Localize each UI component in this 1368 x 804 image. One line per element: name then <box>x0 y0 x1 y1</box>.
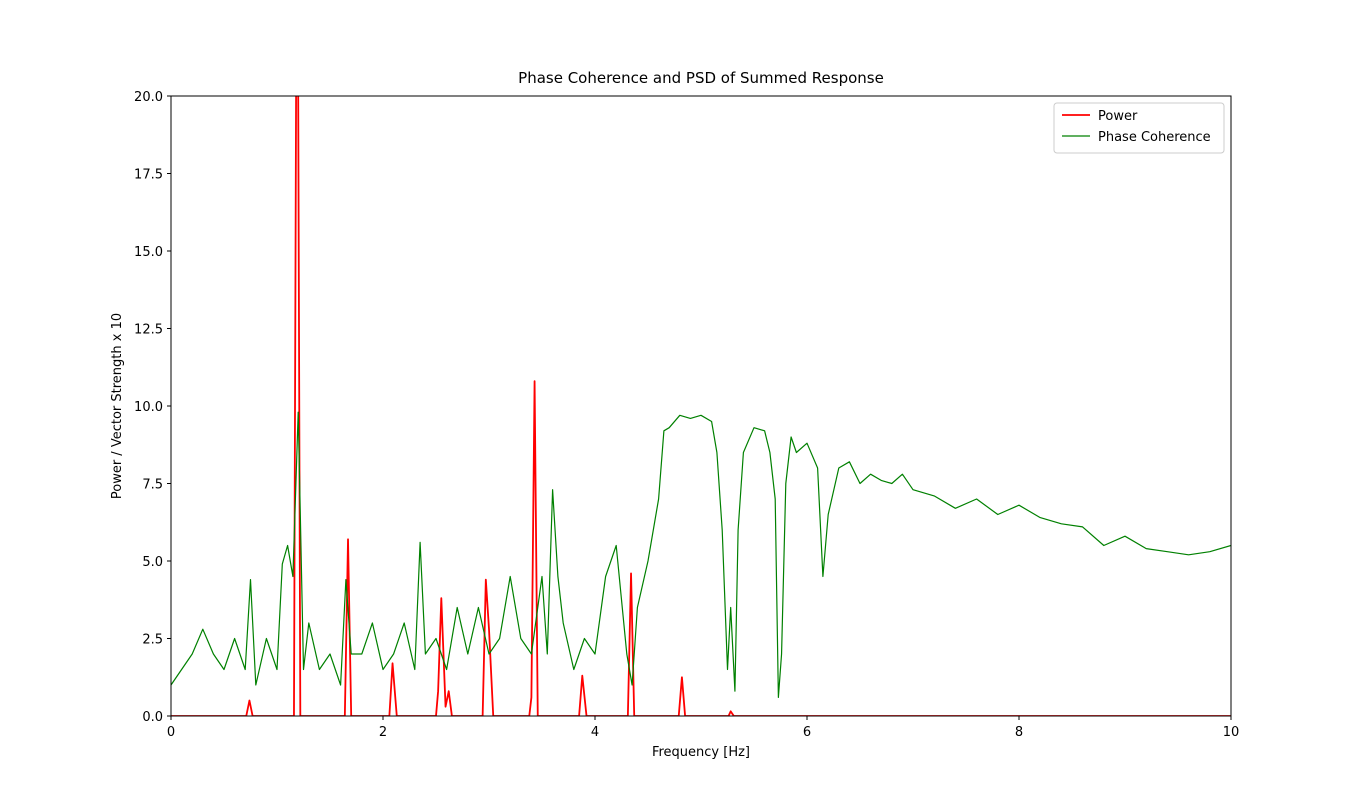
chart-title: Phase Coherence and PSD of Summed Respon… <box>518 69 884 87</box>
legend-label: Phase Coherence <box>1098 130 1211 145</box>
data-line <box>171 411 1231 698</box>
y-tick-label: 12.5 <box>134 323 163 338</box>
x-tick-label: 10 <box>1223 725 1240 740</box>
data-line <box>171 96 1231 716</box>
x-tick-label: 8 <box>1015 725 1023 740</box>
x-tick-label: 0 <box>167 725 175 740</box>
x-axis-label: Frequency [Hz] <box>652 745 750 760</box>
y-tick-label: 2.5 <box>142 633 163 648</box>
plot-frame <box>170 95 1232 717</box>
y-tick-label: 5.0 <box>142 555 163 570</box>
y-tick-label: 15.0 <box>134 245 163 260</box>
x-tick-label: 6 <box>803 725 811 740</box>
y-tick-label: 0.0 <box>142 710 163 725</box>
x-tick-label: 4 <box>591 725 599 740</box>
x-tick-label: 2 <box>379 725 387 740</box>
plot-area <box>171 96 1231 716</box>
y-axis-label: Power / Vector Strength x 10 <box>110 313 125 499</box>
legend-box <box>1053 102 1225 154</box>
y-tick-label: 20.0 <box>134 90 163 105</box>
y-tick-label: 17.5 <box>134 168 163 183</box>
y-tick-label: 10.0 <box>134 400 163 415</box>
legend-label: Power <box>1098 109 1138 124</box>
y-tick-label: 7.5 <box>142 478 163 493</box>
